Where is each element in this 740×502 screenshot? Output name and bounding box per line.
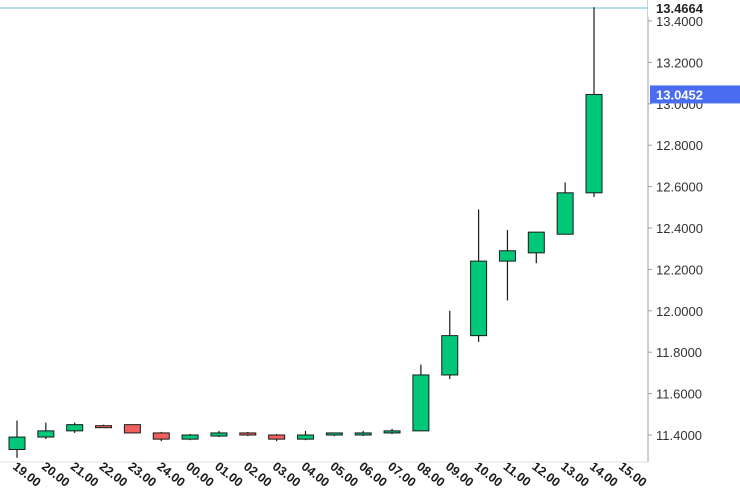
x-tick-label: 21.00: [68, 459, 101, 489]
x-tick-label: 22.00: [97, 459, 130, 489]
candle-body: [412, 374, 430, 432]
last-price-label: 13.0452: [656, 87, 703, 102]
y-tick-label: 12.8000: [656, 138, 703, 153]
y-tick-label: 12.2000: [656, 262, 703, 277]
candle-body: [470, 260, 488, 337]
y-tick-label: 11.8000: [656, 345, 702, 360]
x-tick-label: 10.00: [472, 459, 505, 489]
high-price-label: 13.4664: [656, 1, 704, 16]
y-tick-label: 12.4000: [656, 221, 703, 236]
y-tick-label: 13.4000: [656, 14, 703, 29]
y-tick-label: 13.2000: [656, 55, 703, 70]
x-tick-label: 03.00: [270, 459, 303, 489]
candle-body: [181, 434, 199, 440]
x-tick-label: 01.00: [212, 459, 245, 489]
candle-body: [556, 192, 574, 235]
x-tick-label: 11.00: [501, 459, 534, 489]
candle-body: [239, 432, 257, 436]
candle-body: [37, 430, 55, 438]
x-tick-label: 08.00: [414, 459, 447, 489]
x-tick-label: 09.00: [443, 459, 476, 489]
x-tick-label: 05.00: [328, 459, 361, 489]
x-tick-label: 23.00: [126, 459, 159, 489]
x-tick-label: 12.00: [529, 459, 562, 489]
high-price-label-bg: [648, 0, 740, 17]
x-tick-label: 19.00: [10, 459, 43, 489]
x-tick-label: 13.00: [558, 459, 591, 489]
candle-body: [297, 434, 314, 440]
candle-body: [441, 335, 459, 376]
y-tick-label: 12.0000: [656, 304, 703, 319]
x-tick-label: 00.00: [183, 459, 216, 489]
x-tick-label: 07.00: [385, 459, 418, 489]
candle-body: [498, 250, 516, 262]
candle-body: [210, 432, 228, 437]
candle-body: [585, 93, 603, 194]
y-tick-label: 11.6000: [656, 387, 702, 402]
x-tick-label: 06.00: [356, 459, 389, 489]
candle-body: [123, 424, 141, 434]
x-tick-label: 20.00: [39, 459, 72, 489]
x-tick-label: 15.00: [616, 459, 649, 489]
candle-body: [354, 432, 372, 436]
candle-body: [268, 434, 286, 440]
candle-body: [95, 425, 113, 429]
candle-body: [325, 432, 343, 436]
x-tick-label: 14.00: [587, 459, 620, 489]
x-tick-label: 24.00: [154, 459, 187, 489]
y-tick-label: 12.6000: [656, 180, 703, 195]
candle-body: [8, 436, 26, 450]
x-tick-label: 04.00: [299, 459, 332, 489]
candle-body: [527, 231, 545, 254]
last-price-tag: [650, 85, 740, 104]
candle-body: [383, 430, 401, 434]
candle-body: [66, 424, 84, 432]
candle-body: [152, 432, 170, 440]
y-tick-label: 11.4000: [656, 428, 702, 443]
x-tick-label: 02.00: [241, 459, 274, 489]
